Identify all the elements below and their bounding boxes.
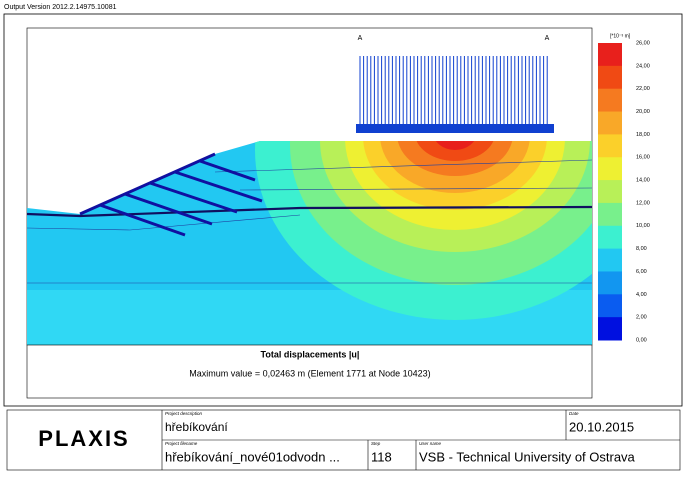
field-value: VSB - Technical University of Ostrava [419,449,636,464]
legend-swatch [598,134,622,158]
legend-swatch [598,157,622,181]
field-label: Step [371,441,381,446]
max-value: Maximum value = 0,02463 m (Element 1771 … [189,368,430,378]
marker: A [358,35,363,42]
load [359,56,548,124]
legend-swatch [598,294,622,318]
contour [415,141,495,161]
legend-label: 14,00 [636,178,650,184]
legend-label: 16,00 [636,155,650,161]
field-value: 20.10.2015 [569,419,634,434]
legend-swatch [598,225,622,250]
legend-label: 12,00 [636,200,650,206]
legend-label: 18,00 [636,132,650,138]
legend-label: 6,00 [636,269,647,275]
legend-label: 2,00 [636,315,647,321]
legend-label: 10,00 [636,223,650,229]
field-label: Project filename [165,441,198,446]
version: Output Version 2012.2.14975.10081 [4,4,117,11]
legend-label: 24,00 [636,63,650,69]
footing [356,124,554,133]
legend-swatch [598,271,622,295]
legend-swatch [598,180,622,204]
legend-swatch [598,248,622,272]
field-label: Date [569,411,579,416]
logo: PLAXIS [38,426,129,451]
caption-box [26,344,593,399]
layer-lines [26,159,593,284]
legend-swatch [598,88,622,113]
water-line [26,205,593,218]
nails [99,159,263,237]
contour [397,141,513,176]
legend-label: 22,00 [636,86,650,92]
marker: A [545,35,550,42]
legend-label: 0,00 [636,337,647,343]
legend-swatch [598,65,622,90]
legend-unit: [*10⁻³ m] [610,33,631,39]
legend-swatch [598,202,622,227]
contours [27,141,592,345]
legend-swatch [598,317,622,341]
legend: 26,00 24,00 22,00 20,00 18,00 16,00 14,00 12,00… [598,40,650,343]
field-label: User name [419,441,442,446]
legend-label: 26,00 [636,40,650,46]
legend-swatch [598,43,622,67]
frame [3,13,683,407]
legend-swatch [598,111,622,135]
legend-label: 20,00 [636,109,650,115]
legend-label: 8,00 [636,246,647,252]
field-label: Project description [165,411,203,416]
field-value: 118 [371,449,392,464]
field-value: hřebíkování [165,420,228,434]
footer [6,409,681,471]
field-value: hřebíkování_nové01odvodn ... [165,449,340,464]
caption: Total displacements |u| [261,349,360,359]
wall [79,152,216,216]
legend-label: 4,00 [636,292,647,298]
